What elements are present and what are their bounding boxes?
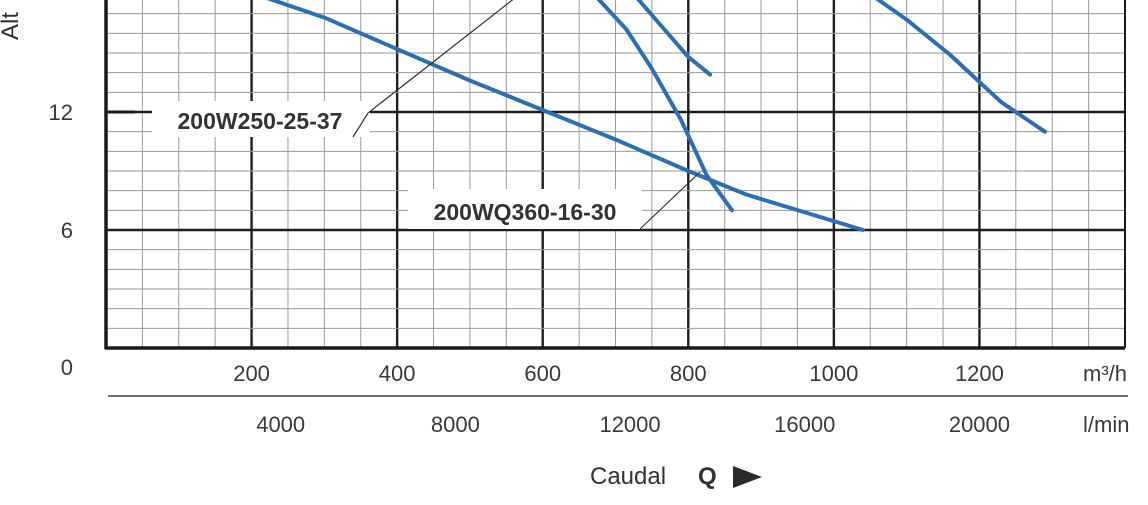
series-label-box-1	[152, 101, 370, 137]
x-axis-arrow-icon	[733, 466, 762, 488]
grid	[104, 0, 1126, 350]
series-label-leader-2	[639, 171, 701, 230]
series-label-1: 200W250-25-37	[178, 108, 343, 134]
y-tick-label: 0	[61, 355, 73, 380]
x-tick-label-m3h: 1200	[955, 361, 1004, 386]
x-axis-symbol: Q	[698, 463, 717, 490]
y-axis-title: Alt	[0, 12, 24, 40]
x-tick-label-m3h: 800	[670, 361, 707, 386]
series-lines	[266, 0, 1047, 232]
x-tick-label-m3h: 1000	[809, 361, 858, 386]
series-label-2: 200WQ360-16-30	[434, 199, 617, 225]
x-tick-label-m3h: 200	[233, 361, 270, 386]
series-label-leader-1	[352, 0, 514, 138]
y-tick-label: 6	[61, 218, 73, 243]
x-unit-secondary: l/min	[1083, 412, 1129, 437]
x-axis-title: Caudal	[590, 463, 666, 490]
x-tick-label-lmin: 12000	[599, 412, 660, 437]
tick-labels: 200 400 600 800 1000 1200 4000 8000 12000 16000 20…	[49, 100, 1011, 437]
series-line-2	[596, 0, 734, 213]
series-line-3	[636, 0, 713, 77]
series-label-box-2	[408, 189, 642, 229]
x-tick-label-m3h: 400	[379, 361, 416, 386]
x-tick-label-m3h: 600	[524, 361, 561, 386]
x-tick-label-lmin: 4000	[256, 412, 305, 437]
x-tick-label-lmin: 16000	[774, 412, 835, 437]
series-line-4	[875, 0, 1047, 134]
series-line-1	[266, 0, 865, 232]
y-tick-label: 12	[49, 100, 73, 125]
x-unit-primary: m³/h	[1083, 361, 1127, 386]
x-tick-label-lmin: 8000	[431, 412, 480, 437]
callouts: 200W250-25-37 200WQ360-16-30	[152, 0, 701, 230]
x-tick-label-lmin: 20000	[949, 412, 1010, 437]
